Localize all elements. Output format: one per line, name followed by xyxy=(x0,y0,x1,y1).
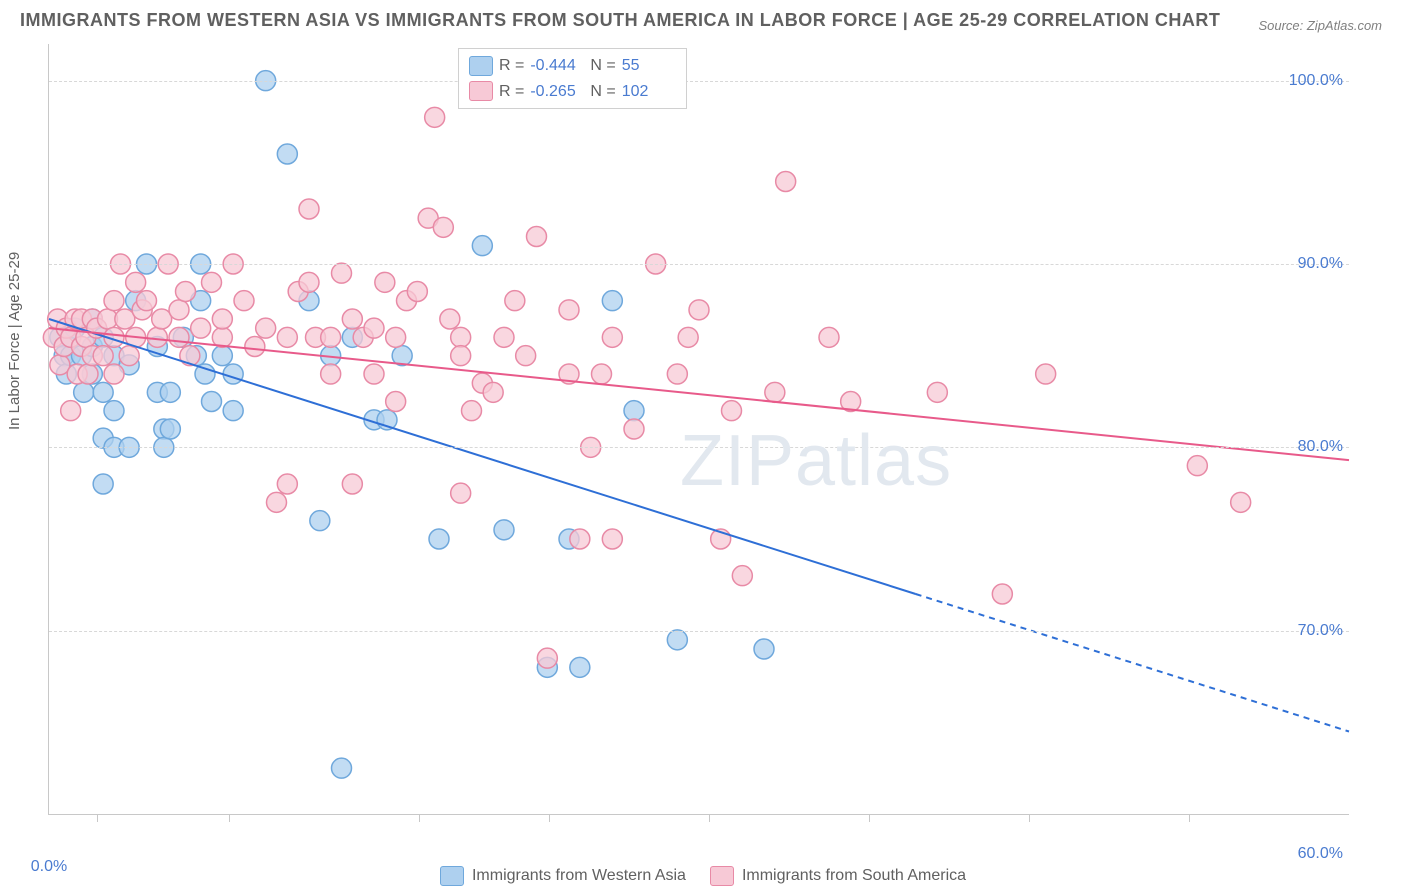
legend-label-1: Immigrants from Western Asia xyxy=(472,867,686,885)
legend-swatch-blue xyxy=(440,866,464,886)
y-tick-label: 70.0% xyxy=(1298,622,1343,640)
x-tick-label-right: 60.0% xyxy=(1298,845,1343,863)
source-label: Source: ZipAtlas.com xyxy=(1258,18,1382,33)
legend-item-western-asia: Immigrants from Western Asia xyxy=(440,866,686,886)
legend-item-south-america: Immigrants from South America xyxy=(710,866,966,886)
y-tick-label: 90.0% xyxy=(1298,255,1343,273)
chart-plot-area: 70.0%80.0%90.0%100.0%0.0%60.0% xyxy=(48,44,1349,815)
correlation-legend: R =-0.444N = 55R =-0.265N = 102 xyxy=(458,48,687,109)
y-axis-label: In Labor Force | Age 25-29 xyxy=(6,252,23,430)
y-tick-label: 100.0% xyxy=(1289,72,1343,90)
chart-title: IMMIGRANTS FROM WESTERN ASIA VS IMMIGRAN… xyxy=(20,10,1220,31)
y-tick-label: 80.0% xyxy=(1298,438,1343,456)
legend-swatch-pink xyxy=(710,866,734,886)
scatter-plot-svg xyxy=(49,44,1349,814)
legend-label-2: Immigrants from South America xyxy=(742,867,966,885)
bottom-legend: Immigrants from Western Asia Immigrants … xyxy=(0,866,1406,886)
